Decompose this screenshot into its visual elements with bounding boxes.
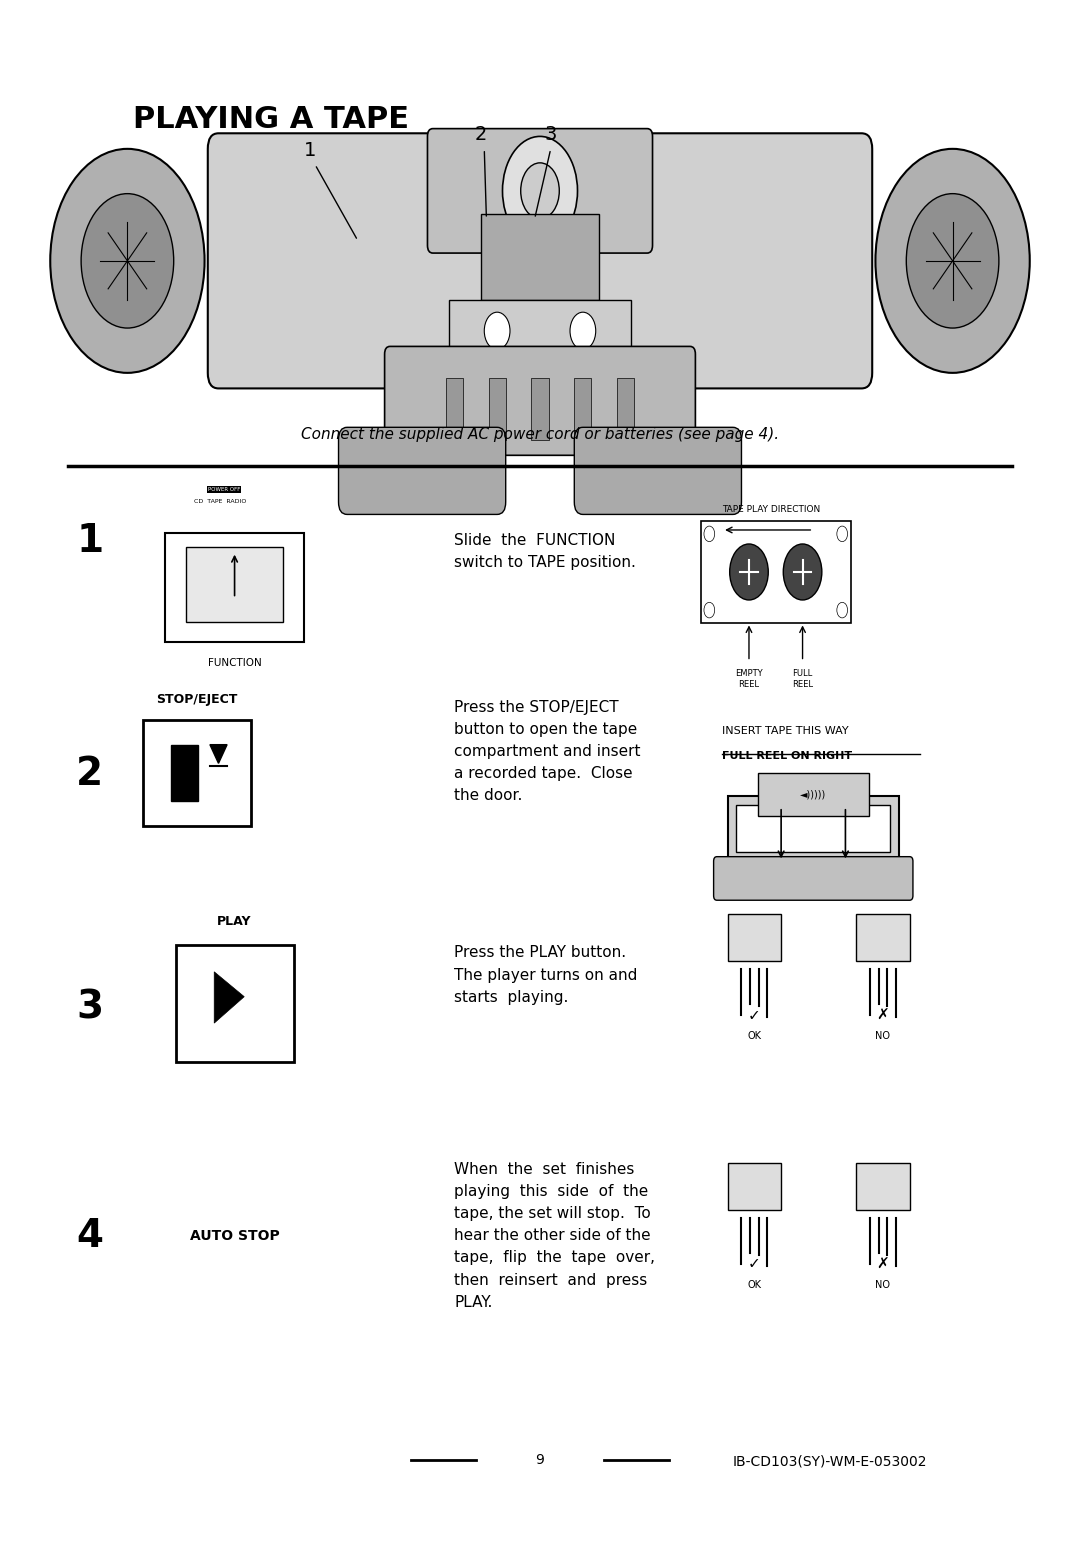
Bar bbox=[757, 773, 869, 816]
Text: PLAY: PLAY bbox=[217, 915, 252, 927]
Bar bbox=[165, 533, 305, 641]
Circle shape bbox=[730, 544, 768, 601]
Text: FULL
REEL: FULL REEL bbox=[792, 669, 813, 688]
Bar bbox=[449, 300, 631, 361]
Bar bbox=[728, 796, 899, 862]
Text: ✓: ✓ bbox=[748, 1007, 760, 1023]
Text: ✓: ✓ bbox=[748, 1256, 760, 1272]
Text: Connect the supplied AC power cord or batteries (see page 4).: Connect the supplied AC power cord or ba… bbox=[301, 427, 779, 443]
Text: ✗: ✗ bbox=[877, 1007, 889, 1023]
Bar bbox=[617, 377, 634, 439]
FancyBboxPatch shape bbox=[384, 346, 696, 455]
Text: AUTO STOP: AUTO STOP bbox=[190, 1229, 280, 1243]
FancyBboxPatch shape bbox=[338, 427, 505, 515]
Text: CD  TAPE  RADIO: CD TAPE RADIO bbox=[193, 499, 246, 505]
Circle shape bbox=[81, 194, 174, 328]
Bar bbox=[728, 915, 781, 960]
Text: 9: 9 bbox=[536, 1453, 544, 1467]
Text: 2: 2 bbox=[77, 755, 104, 793]
Text: 3: 3 bbox=[77, 988, 104, 1026]
Text: ✗: ✗ bbox=[877, 1256, 889, 1272]
FancyBboxPatch shape bbox=[428, 128, 652, 253]
Bar bbox=[701, 521, 851, 622]
Text: 2: 2 bbox=[475, 125, 487, 144]
Bar bbox=[575, 377, 592, 439]
Bar bbox=[856, 1164, 909, 1211]
Circle shape bbox=[783, 544, 822, 601]
FancyBboxPatch shape bbox=[575, 427, 742, 515]
Text: INSERT TAPE THIS WAY: INSERT TAPE THIS WAY bbox=[723, 726, 849, 737]
Bar bbox=[176, 945, 294, 1062]
Text: NO: NO bbox=[876, 1031, 890, 1042]
Bar bbox=[187, 547, 283, 622]
Bar bbox=[856, 915, 909, 960]
Circle shape bbox=[570, 313, 596, 349]
Text: OK: OK bbox=[747, 1031, 761, 1042]
Polygon shape bbox=[214, 971, 244, 1023]
Text: OK: OK bbox=[747, 1279, 761, 1290]
Text: IB-CD103(SY)-WM-E-053002: IB-CD103(SY)-WM-E-053002 bbox=[733, 1455, 928, 1469]
Bar bbox=[737, 805, 890, 852]
Circle shape bbox=[521, 163, 559, 219]
Circle shape bbox=[484, 313, 510, 349]
Text: 1: 1 bbox=[303, 141, 315, 160]
Circle shape bbox=[704, 602, 715, 618]
Circle shape bbox=[837, 602, 848, 618]
Bar bbox=[728, 1164, 781, 1211]
Bar bbox=[144, 719, 251, 826]
FancyBboxPatch shape bbox=[207, 133, 873, 388]
Text: When  the  set  finishes
playing  this  side  of  the
tape, the set will stop.  : When the set finishes playing this side … bbox=[455, 1162, 656, 1309]
Circle shape bbox=[704, 526, 715, 541]
Bar bbox=[446, 377, 463, 439]
Text: 1: 1 bbox=[77, 522, 104, 560]
Text: EMPTY
REEL: EMPTY REEL bbox=[735, 669, 762, 688]
Text: 4: 4 bbox=[77, 1217, 104, 1256]
Text: NO: NO bbox=[876, 1279, 890, 1290]
Text: ◄))))): ◄))))) bbox=[800, 790, 826, 799]
Text: STOP/EJECT: STOP/EJECT bbox=[157, 693, 238, 705]
Text: POWER OFF: POWER OFF bbox=[207, 486, 240, 493]
Circle shape bbox=[876, 149, 1029, 372]
Circle shape bbox=[502, 136, 578, 246]
Polygon shape bbox=[210, 744, 227, 763]
Text: FUNCTION: FUNCTION bbox=[207, 657, 261, 668]
Text: FULL REEL ON RIGHT: FULL REEL ON RIGHT bbox=[723, 751, 852, 762]
Text: Press the PLAY button.
The player turns on and
starts  playing.: Press the PLAY button. The player turns … bbox=[455, 945, 637, 1004]
Text: PLAYING A TAPE: PLAYING A TAPE bbox=[133, 105, 408, 135]
Text: Press the STOP/EJECT
button to open the tape
compartment and insert
a recorded t: Press the STOP/EJECT button to open the … bbox=[455, 699, 640, 804]
Text: TAPE PLAY DIRECTION: TAPE PLAY DIRECTION bbox=[723, 505, 821, 515]
Text: Slide  the  FUNCTION
switch to TAPE position.: Slide the FUNCTION switch to TAPE positi… bbox=[455, 533, 636, 571]
Bar bbox=[481, 214, 599, 300]
Text: 3: 3 bbox=[544, 125, 557, 144]
Circle shape bbox=[906, 194, 999, 328]
FancyBboxPatch shape bbox=[714, 857, 913, 901]
Bar bbox=[488, 377, 505, 439]
Circle shape bbox=[51, 149, 204, 372]
Bar bbox=[172, 744, 198, 801]
Bar bbox=[531, 377, 549, 439]
Circle shape bbox=[837, 526, 848, 541]
